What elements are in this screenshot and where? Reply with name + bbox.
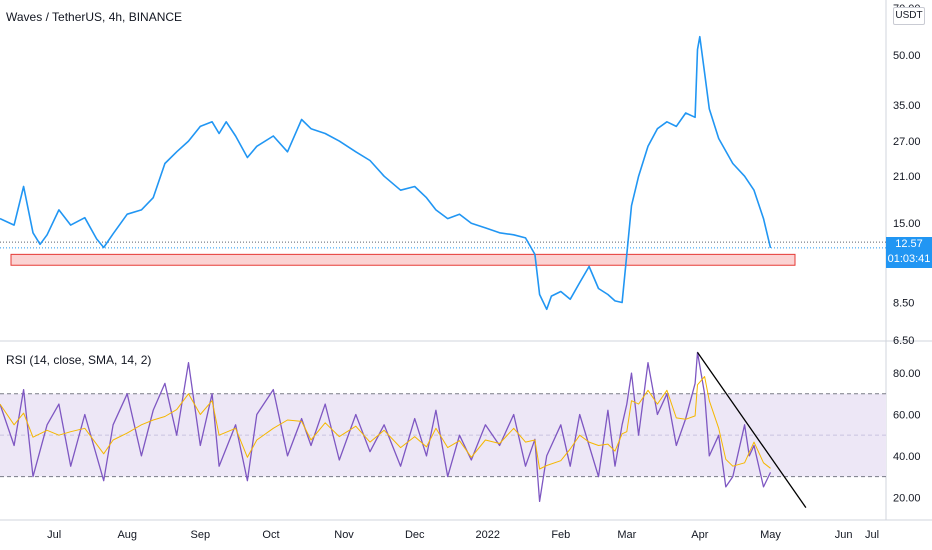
price-tick-label: 21.00 <box>893 171 921 183</box>
rsi-tick-label: 60.00 <box>893 409 921 421</box>
time-tick-label: Nov <box>334 529 354 541</box>
currency-button[interactable]: USDT <box>893 7 925 25</box>
rsi-tick-label: 40.00 <box>893 451 921 463</box>
last-price-badge: 12.57 01:03:41 <box>886 237 932 268</box>
time-tick-label: Aug <box>117 529 137 541</box>
price-tick-label: 50.00 <box>893 50 921 62</box>
symbol-title: Waves / TetherUS, 4h, BINANCE <box>6 10 183 24</box>
time-tick-label: Jul <box>47 529 61 541</box>
time-tick-label: Oct <box>262 529 279 541</box>
rsi-ma-line <box>0 376 771 470</box>
rsi-tick-label: 20.00 <box>893 492 921 504</box>
time-tick-label: Apr <box>691 529 708 541</box>
rsi-title: RSI (14, close, SMA, 14, 2) <box>6 353 152 367</box>
time-tick-label: 2022 <box>476 529 500 541</box>
price-tick-label: 27.00 <box>893 136 921 148</box>
price-tick-label: 35.00 <box>893 100 921 112</box>
time-tick-label: Jul <box>865 529 879 541</box>
time-tick-label: Mar <box>617 529 636 541</box>
rsi-series-line <box>0 351 772 503</box>
support-zone <box>10 253 796 266</box>
rsi-tick-label: 80.00 <box>893 368 921 380</box>
price-series-line <box>0 35 772 311</box>
time-tick-label: Feb <box>551 529 570 541</box>
rsi-trendline <box>696 351 807 509</box>
last-price-label: 12.57 <box>895 238 923 250</box>
price-tick-label: 15.00 <box>893 218 921 230</box>
time-tick-label: Dec <box>405 529 425 541</box>
bar-countdown-label: 01:03:41 <box>887 253 931 265</box>
time-tick-label: May <box>760 529 781 541</box>
price-tick-label: 6.50 <box>893 335 914 347</box>
price-tick-label: 8.50 <box>893 298 914 310</box>
time-tick-label: Sep <box>191 529 211 541</box>
time-tick-label: Jun <box>835 529 853 541</box>
